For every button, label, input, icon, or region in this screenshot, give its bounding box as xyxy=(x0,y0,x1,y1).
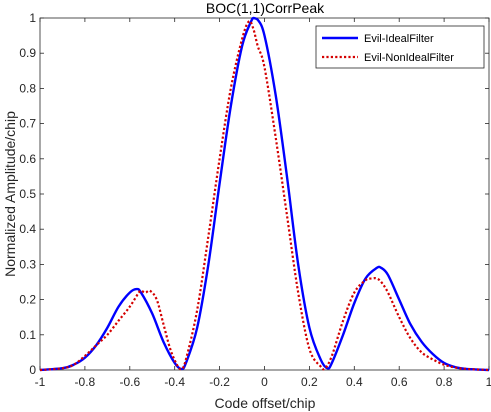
y-tick-label: 0.4 xyxy=(19,222,36,236)
x-tick-label: -0.6 xyxy=(119,375,140,389)
x-tick-label: -0.4 xyxy=(164,375,185,389)
y-tick-label: 0.2 xyxy=(19,293,36,307)
x-tick-label: 0.2 xyxy=(301,375,318,389)
y-tick-label: 1 xyxy=(29,11,36,25)
x-tick-label: 1 xyxy=(486,375,491,389)
x-tick-label: -0.2 xyxy=(209,375,230,389)
x-tick-label: -0.8 xyxy=(75,375,96,389)
y-tick-label: 0.7 xyxy=(19,117,36,131)
legend-label-ideal: Evil-IdealFilter xyxy=(364,33,434,45)
y-tick-label: 0.9 xyxy=(19,46,36,60)
y-tick-label: 0.3 xyxy=(19,257,36,271)
y-tick-label: 0.8 xyxy=(19,81,36,95)
y-axis-label: Normalized Amplitude/chip xyxy=(2,111,18,277)
x-tick-label: 0.6 xyxy=(391,375,408,389)
x-axis-label: Code offset/chip xyxy=(215,395,316,411)
series-line-nonideal-filter xyxy=(39,20,490,372)
y-tick-label: 0.1 xyxy=(19,328,36,342)
series-line-ideal-filter xyxy=(39,16,490,372)
y-tick-label: 0 xyxy=(29,363,36,377)
plot-area: -1 -0.8 -0.6 -0.4 -0.2 0 0.2 0.4 0.6 0.8 1 0 0.1 0.2 0… xyxy=(19,11,491,389)
y-tick-label: 0.6 xyxy=(19,152,36,166)
legend-box xyxy=(315,25,485,69)
x-tick-label: 0.4 xyxy=(346,375,363,389)
y-tick-label: 0.5 xyxy=(19,187,36,201)
chart-title: BOC(1,1)CorrPeak xyxy=(206,0,325,16)
x-tick-label: 0.8 xyxy=(436,375,453,389)
x-tick-label: 0 xyxy=(261,375,268,389)
legend-label-nonideal: Evil-NonIdealFilter xyxy=(364,52,454,64)
legend: Evil-IdealFilter Evil-NonIdealFilter xyxy=(315,25,485,69)
x-tick-label: -1 xyxy=(35,375,46,389)
